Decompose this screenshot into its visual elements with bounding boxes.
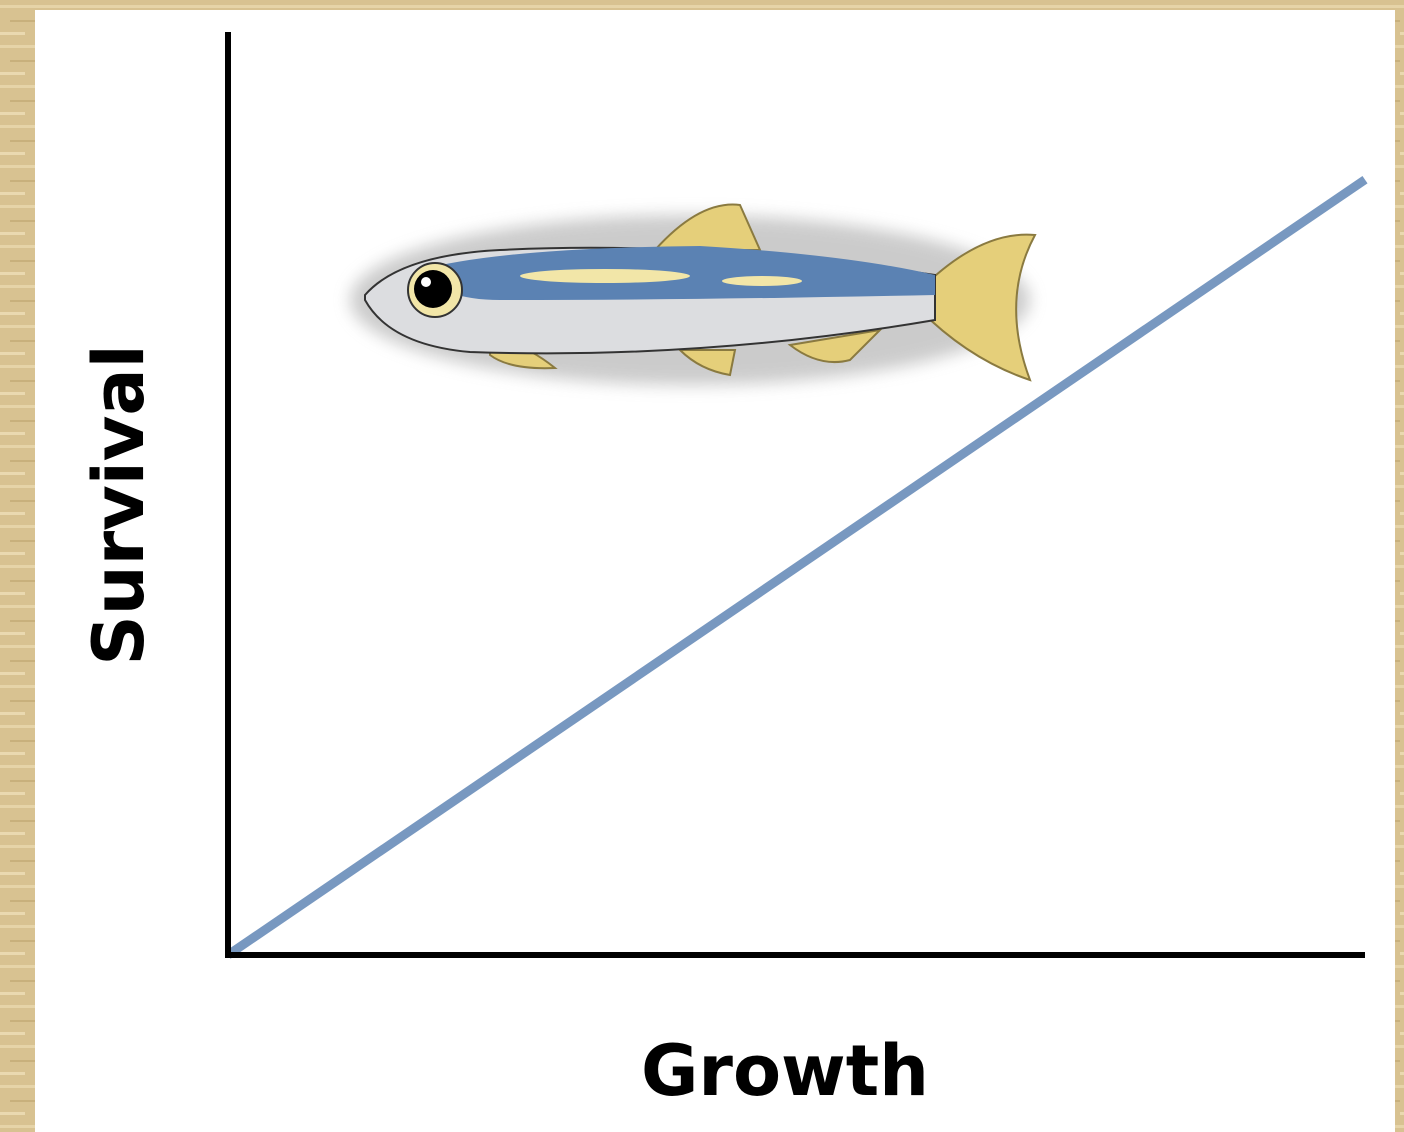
panel xyxy=(35,10,1395,1132)
x-axis-label: Growth xyxy=(641,1030,929,1112)
data-line xyxy=(225,175,1368,959)
plot-area xyxy=(225,32,1368,959)
y-axis-label: Survival xyxy=(78,344,160,665)
fish-illustration xyxy=(350,203,1037,385)
